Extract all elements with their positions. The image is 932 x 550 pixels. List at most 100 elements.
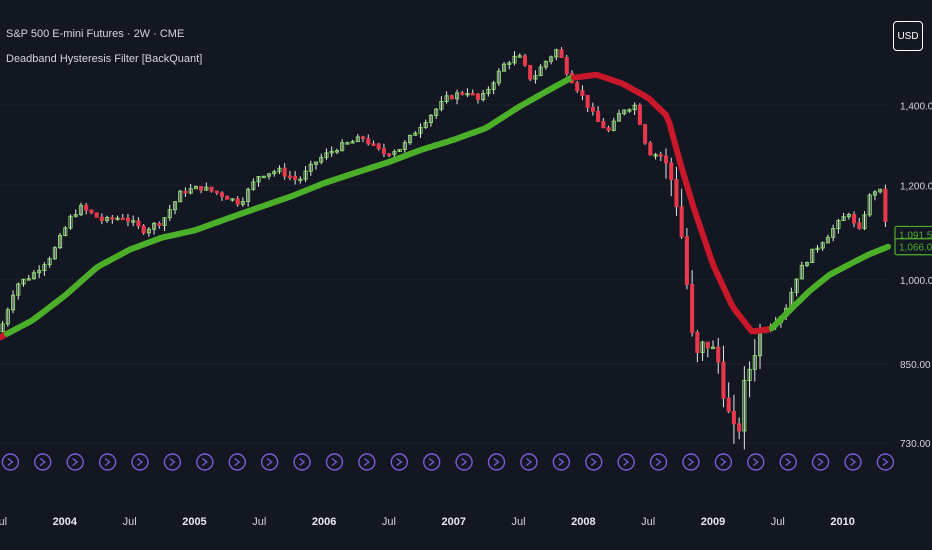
candle-body — [460, 92, 465, 95]
x-tick-label: 2010 — [830, 516, 854, 528]
candle-body — [481, 92, 486, 101]
event-marker-icon[interactable] — [714, 453, 733, 471]
event-marker-icon[interactable] — [390, 453, 408, 471]
price-tag-filter-value[interactable]: 1,066.00 — [894, 238, 932, 256]
event-marker-icon[interactable] — [228, 453, 246, 471]
event-marker-arrow — [817, 457, 824, 467]
candle-body — [350, 141, 355, 144]
candle-body — [449, 95, 454, 100]
event-marker-arrow — [72, 457, 79, 467]
candle-body — [110, 216, 115, 220]
candle-body — [700, 341, 705, 353]
candle-body — [162, 217, 167, 226]
candle-body — [428, 114, 433, 124]
candle-body — [73, 214, 78, 217]
event-marker-icon[interactable] — [876, 453, 895, 471]
currency-button[interactable]: USD — [893, 21, 923, 51]
candle-body — [376, 143, 381, 150]
candle-body — [277, 167, 282, 173]
candle-body — [543, 60, 548, 68]
event-marker-arrow — [428, 457, 435, 467]
event-marker-icon[interactable] — [98, 453, 117, 471]
candle-body — [418, 127, 423, 134]
candle-body — [282, 167, 287, 177]
event-marker-icon[interactable] — [811, 453, 830, 471]
candle-body — [16, 283, 21, 296]
event-marker-icon[interactable] — [293, 453, 311, 471]
event-marker-icon[interactable] — [520, 453, 538, 471]
y-axis[interactable]: 1,400.00 1,200.00 1,000.00 850.00 730.00 1,09… — [894, 101, 932, 450]
event-marker-icon[interactable] — [747, 453, 765, 471]
candle-body — [528, 64, 533, 80]
candle-body — [512, 55, 517, 64]
candle-body — [131, 220, 136, 223]
candle-body — [731, 410, 736, 425]
candle-body — [872, 191, 877, 196]
candle-body — [533, 75, 538, 80]
event-marker-circle — [131, 453, 149, 471]
event-marker-icon[interactable] — [487, 453, 506, 471]
event-marker-icon[interactable] — [66, 453, 84, 471]
event-marker-icon[interactable] — [260, 453, 279, 471]
candle-body — [434, 108, 439, 116]
event-marker-icon[interactable] — [422, 453, 441, 471]
candle-body — [37, 270, 42, 274]
event-marker-arrow — [331, 457, 338, 467]
event-marker-arrow — [7, 457, 14, 467]
candle-body — [831, 228, 836, 238]
event-marker-arrow — [558, 457, 565, 467]
candle-body — [340, 142, 345, 152]
x-tick-label: Jul — [382, 516, 396, 528]
candle-body — [549, 56, 554, 62]
event-marker-arrow — [882, 457, 889, 467]
event-marker-icon[interactable] — [552, 453, 571, 471]
event-marker-icon[interactable] — [617, 453, 635, 471]
x-axis[interactable]: Jul 2004 Jul 2005 Jul 2006 Jul 2007 Jul 2008 Jul 20… — [0, 516, 855, 528]
event-marker-icon[interactable] — [844, 453, 862, 471]
candle-body — [862, 214, 867, 229]
event-marker-icon[interactable] — [779, 453, 797, 471]
symbol-title[interactable]: S&P 500 E-mini Futures · 2W · CME — [6, 28, 185, 40]
filter-layer — [0, 71, 891, 341]
candle-body — [193, 186, 198, 190]
candle-body — [883, 188, 888, 222]
x-tick-label: Jul — [512, 516, 526, 528]
candle-body — [475, 93, 481, 101]
candle-body — [747, 368, 752, 381]
candle-body — [47, 258, 52, 266]
event-marker-icon[interactable] — [196, 453, 214, 471]
candle-body — [230, 198, 235, 201]
event-marker-icon[interactable] — [1, 453, 20, 471]
event-marker-circle — [520, 453, 538, 471]
event-marker-icon[interactable] — [325, 453, 344, 471]
candle-body — [585, 94, 590, 108]
event-marker-arrow — [655, 457, 662, 467]
event-marker-arrow — [396, 457, 403, 467]
candle-body — [99, 216, 104, 221]
candle-body — [392, 151, 397, 155]
candle-body — [810, 248, 815, 263]
candle-body — [225, 195, 230, 200]
candle-body — [695, 331, 700, 353]
event-marker-icon[interactable] — [682, 453, 700, 471]
event-marker-icon[interactable] — [34, 453, 52, 471]
event-marker-circle — [358, 453, 376, 471]
candle-body — [246, 188, 251, 202]
candle-body — [120, 217, 125, 221]
candle-body — [486, 88, 491, 94]
event-marker-icon[interactable] — [649, 453, 668, 471]
event-marker-icon[interactable] — [585, 453, 603, 471]
candle-body — [266, 173, 272, 177]
candle-body — [878, 188, 883, 193]
indicator-name[interactable]: Deadband Hysteresis Filter [BackQuant] — [6, 53, 203, 65]
event-marker-icon[interactable] — [163, 453, 182, 471]
grid-layer — [0, 104, 888, 444]
candle-body — [308, 163, 313, 172]
event-marker-icon[interactable] — [358, 453, 376, 471]
event-marker-icon[interactable] — [455, 453, 473, 471]
event-marker-icon[interactable] — [131, 453, 149, 471]
candle-body — [841, 216, 846, 222]
filter-segment — [881, 243, 891, 252]
